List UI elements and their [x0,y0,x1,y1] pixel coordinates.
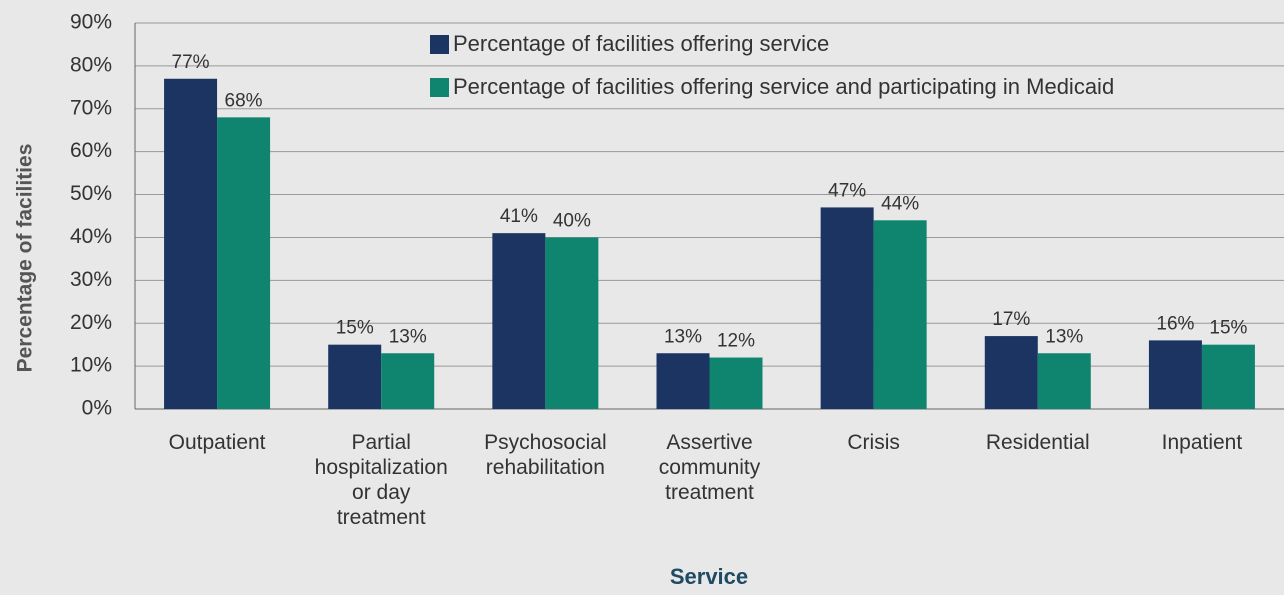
bar [164,78,218,409]
legend-swatch [430,78,449,97]
bar [217,117,271,409]
data-label: 13% [1045,326,1083,347]
x-tick-label: Assertive community treatment [658,431,761,504]
bar [328,344,382,409]
x-tick-label: Residential [985,431,1090,454]
x-tick-label: Inpatient [1161,431,1243,454]
y-tick-label: 80% [70,53,112,76]
data-label: 44% [881,193,919,214]
legend-swatch [430,35,449,54]
data-label: 15% [336,318,374,339]
y-axis-title: Percentage of facilities [14,144,37,373]
data-label: 68% [225,90,263,111]
bar [545,237,599,409]
legend-label: Percentage of facilities offering servic… [453,31,829,56]
bar [984,336,1038,409]
bar [381,353,435,409]
bar [873,220,927,409]
y-tick-label: 50% [70,182,112,205]
bar [1201,344,1255,409]
x-tick-label: Partial hospitalization or day treatment [314,431,448,529]
y-tick-label: 60% [70,139,112,162]
bar [820,207,874,409]
data-label: 47% [828,180,866,201]
x-tick-label: Outpatient [168,431,266,454]
data-label: 17% [992,309,1030,330]
data-label: 15% [1209,318,1247,339]
data-label: 41% [500,206,538,227]
bar [492,233,546,409]
bar [656,353,710,409]
bar [709,357,763,409]
data-label: 77% [172,52,210,73]
legend-label: Percentage of facilities offering servic… [453,74,1114,99]
y-tick-label: 70% [70,96,112,119]
data-label: 40% [553,210,591,231]
y-tick-label: 20% [70,311,112,334]
bar [1148,340,1202,409]
x-axis-title: Service [670,564,748,589]
bar [1037,353,1091,409]
y-tick-label: 10% [70,354,112,377]
data-label: 13% [664,326,702,347]
y-tick-label: 0% [82,397,112,420]
y-tick-label: 90% [70,11,112,34]
y-tick-label: 40% [70,225,112,248]
y-tick-label: 30% [70,268,112,291]
x-tick-label: Psychosocial rehabilitation [484,431,607,479]
x-tick-label: Crisis [847,431,900,454]
data-label: 13% [389,326,427,347]
data-label: 16% [1156,313,1194,334]
data-label: 12% [717,331,755,352]
